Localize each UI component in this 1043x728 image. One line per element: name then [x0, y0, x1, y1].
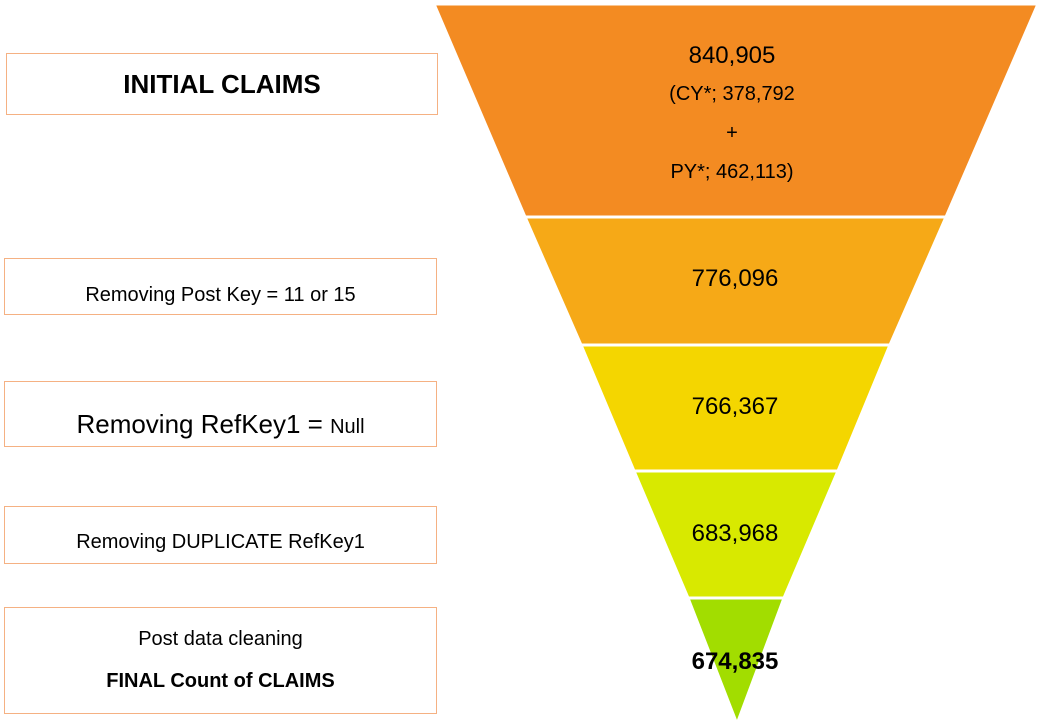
null-text: Null	[330, 415, 365, 438]
label-removing-refkey-null: Removing RefKey1 = Null	[4, 381, 437, 447]
label-removing-duplicate: Removing DUPLICATE RefKey1	[4, 506, 437, 564]
stage-1-plus: +	[726, 122, 738, 144]
stage-5-value: 674,835	[691, 648, 779, 675]
stage-1-cy: (CY*; 378,792	[669, 83, 795, 105]
stage-2-value: 776,096	[691, 265, 779, 292]
removing-refkey-text: Removing RefKey1 =	[76, 408, 331, 439]
stage-1-py: PY*; 462,113)	[670, 161, 794, 183]
removing-post-key-text: Removing Post Key = 11 or 15	[85, 284, 356, 306]
final-count-text: FINAL Count of CLAIMS	[106, 670, 335, 693]
stage-1-value: 840,905	[688, 42, 776, 69]
removing-duplicate-text: Removing DUPLICATE RefKey1	[76, 530, 365, 553]
stage-4-value: 683,968	[691, 520, 779, 547]
label-initial-claims: INITIAL CLAIMS	[6, 53, 438, 115]
funnel-stage-5	[685, 596, 787, 728]
label-final-count: Post data cleaning FINAL Count of CLAIMS	[4, 607, 437, 714]
stage-3-value: 766,367	[691, 393, 779, 420]
label-removing-post-key: Removing Post Key = 11 or 15	[4, 258, 437, 315]
stage-1-text: 840,905 (CY*; 378,792 + PY*; 462,113)	[560, 36, 904, 192]
initial-claims-text: INITIAL CLAIMS	[123, 68, 321, 99]
post-cleaning-text: Post data cleaning	[138, 627, 303, 650]
